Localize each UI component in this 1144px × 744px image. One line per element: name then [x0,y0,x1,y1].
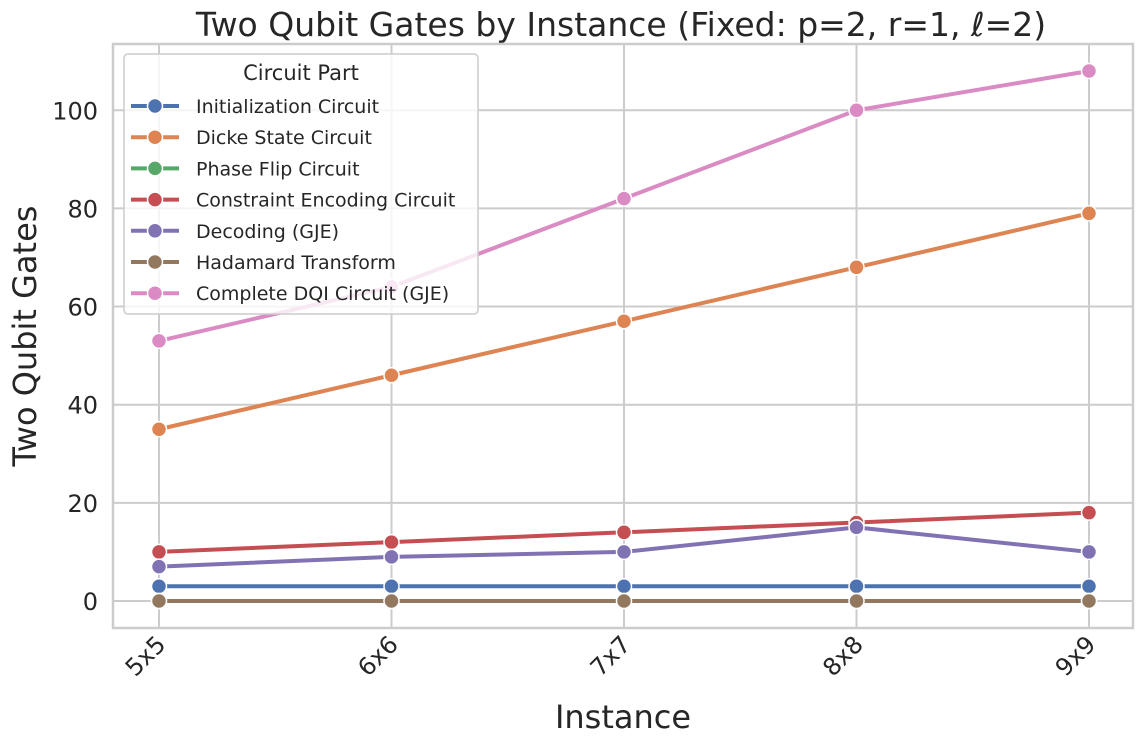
legend: Circuit Part Initialization Circuit Dicke… [123,53,479,315]
series-5 [150,592,1098,610]
series-1 [150,205,1098,438]
x-axis-label: Instance [555,698,691,736]
data-point [848,592,865,610]
legend-item: Initialization Circuit [131,96,379,118]
legend-label: Dicke State Circuit [196,127,372,149]
y-tick-label: 80 [67,195,98,223]
y-tick-label: 0 [83,588,98,616]
legend-item: Complete DQI Circuit (GJE) [131,283,449,305]
data-point [1080,578,1098,595]
x-tick-label: 7x7 [585,630,636,681]
legend-item: Hadamard Transform [131,252,396,274]
data-point [383,367,400,384]
x-tick-label: 6x6 [352,630,403,681]
legend-label: Hadamard Transform [196,252,396,274]
data-point [615,190,633,207]
legend-item: Decoding (GJE) [131,221,339,243]
data-point [615,524,633,541]
data-point [848,578,865,595]
legend-item: Phase Flip Circuit [131,158,360,180]
data-point [150,578,168,595]
legend-marker [146,253,164,271]
y-tick-label: 60 [67,294,98,322]
legend-label: Phase Flip Circuit [196,158,360,180]
y-axis-label: Two Qubit Gates [6,206,44,468]
legend-marker [146,128,164,146]
data-point [615,313,633,330]
legend-marker [146,222,164,240]
data-point [383,578,400,595]
y-tick-labels: 0 20 40 60 80 100 [52,97,98,616]
legend-marker [146,284,164,302]
data-point [383,533,400,551]
legend-marker [146,160,164,177]
data-point [150,332,168,350]
data-point [1080,62,1098,80]
data-point [1080,205,1098,222]
data-point [1080,543,1098,561]
legend-title: Circuit Part [243,61,359,85]
series-4 [150,519,1098,575]
data-point [1080,504,1098,521]
legend-item: Dicke State Circuit [131,127,372,149]
legend-items: Initialization Circuit Dicke State Circui… [131,96,455,305]
plot-frame [111,42,1135,630]
data-point [848,519,865,536]
series-0 [150,578,1098,595]
data-point [150,420,168,438]
data-point [615,578,633,595]
y-tick-label: 20 [67,490,98,518]
y-tick-label: 100 [52,97,98,125]
legend-label: Complete DQI Circuit (GJE) [196,283,449,305]
data-point [848,259,865,276]
data-point [383,548,400,566]
x-tick-label: 5x5 [120,630,171,681]
legend-item: Constraint Encoding Circuit [131,190,455,212]
data-point [615,592,633,610]
legend-label: Constraint Encoding Circuit [196,190,455,212]
data-point [615,543,633,561]
data-point [383,592,400,610]
legend-label: Decoding (GJE) [196,221,339,243]
x-tick-label: 8x8 [817,630,868,681]
data-point [1080,592,1098,610]
legend-marker [146,191,164,208]
data-point [150,558,168,575]
x-tick-labels: 5x5 6x6 7x7 8x8 9x9 [120,630,1101,681]
data-point [848,102,865,119]
data-point [150,543,168,561]
legend-marker [146,97,164,115]
legend-label: Initialization Circuit [196,96,379,118]
y-tick-label: 40 [67,392,98,420]
data-point [150,592,168,610]
chart-title: Two Qubit Gates by Instance (Fixed: p=2,… [195,5,1046,44]
series-lines [150,62,1098,610]
x-tick-label: 9x9 [1050,630,1101,681]
legend-box [123,53,479,315]
